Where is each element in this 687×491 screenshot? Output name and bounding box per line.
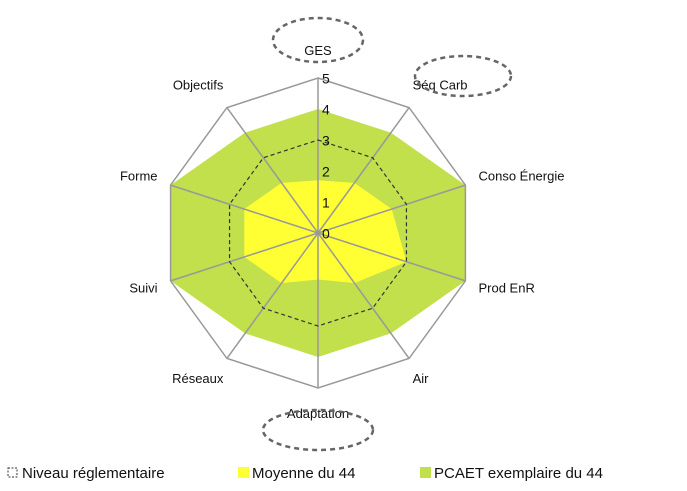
spoke — [317, 107, 410, 234]
axis-label: Forme — [120, 168, 158, 183]
axis-label: Prod EnR — [478, 280, 534, 295]
axis-label: Objectifs — [173, 78, 224, 93]
highlight-ellipse — [413, 54, 513, 98]
axis-label: Suivi — [129, 280, 157, 295]
legend-label: Niveau réglementaire — [22, 465, 165, 482]
legend-swatch — [7, 467, 18, 478]
spoke — [226, 107, 319, 234]
axis-label: Adaptation — [287, 406, 349, 421]
spoke — [170, 232, 319, 282]
r-tick-label: 4 — [322, 102, 330, 118]
legend-label: Moyenne du 44 — [252, 465, 355, 482]
axis-label: Conso Énergie — [478, 168, 564, 183]
spoke — [226, 232, 319, 359]
r-tick-label: 2 — [322, 164, 330, 180]
r-tick-label: 5 — [322, 71, 330, 87]
spoke — [170, 184, 319, 234]
spoke — [317, 232, 466, 282]
axis-label: Air — [413, 371, 430, 386]
highlight-ellipse — [261, 408, 375, 452]
r-tick-label: 3 — [322, 133, 330, 149]
series-area — [244, 180, 407, 284]
r-tick-label: 1 — [322, 195, 330, 211]
spoke — [317, 232, 410, 359]
axis-label: Réseaux — [172, 371, 224, 386]
legend-label: PCAET exemplaire du 44 — [434, 465, 603, 482]
r-tick-label: 0 — [322, 226, 330, 242]
legend-swatch — [420, 467, 431, 478]
axis-label: GES — [304, 43, 332, 58]
series-outline — [228, 139, 408, 327]
spoke — [317, 184, 466, 234]
highlight-ellipse — [271, 16, 365, 64]
legend-swatch — [238, 467, 249, 478]
